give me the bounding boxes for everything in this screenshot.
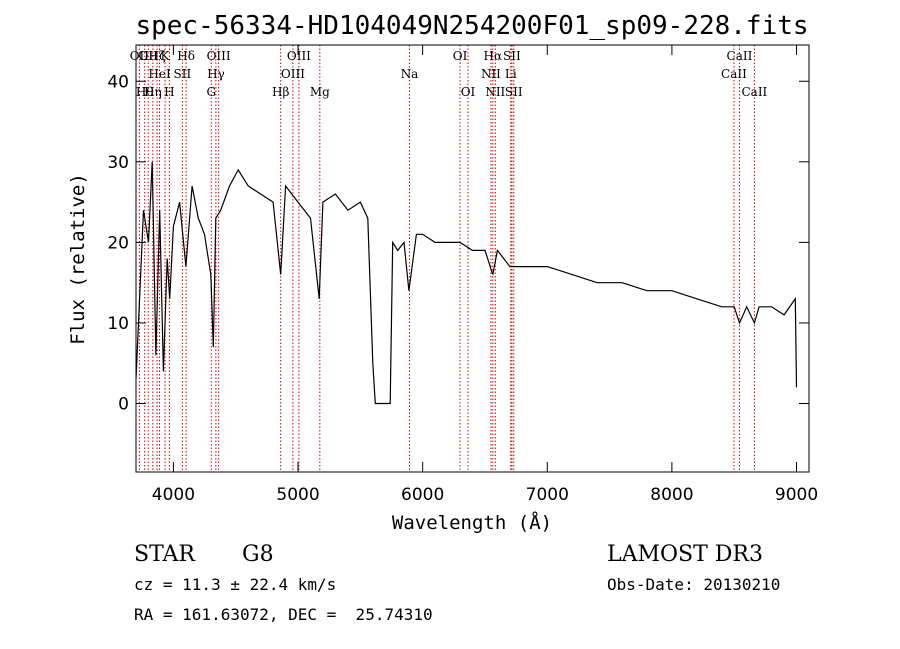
- spectrum-line: [135, 161, 798, 405]
- line-label: Mg: [310, 85, 330, 99]
- line-label: Hδ: [177, 49, 195, 63]
- x-tick-label: 5000: [276, 485, 319, 505]
- y-tick-label: 30: [107, 153, 129, 173]
- line-label: OIII: [281, 67, 305, 81]
- line-label: NII: [485, 85, 505, 99]
- line-label: K: [161, 49, 171, 63]
- x-axis-label: Wavelength (Å): [392, 511, 552, 534]
- y-axis-label: Flux (relative): [67, 173, 89, 345]
- line-label: OII: [130, 49, 150, 63]
- x-tick-label: 8000: [650, 485, 693, 505]
- line-label: OIII: [287, 49, 311, 63]
- line-label: OIII: [207, 49, 231, 63]
- chart-title: spec-56334-HD104049N254200F01_sp09-228.f…: [135, 11, 808, 41]
- spectral-line-labels: OIIHθOIIHηHζHeIKHSIIHδGHγOIIIHβOIIIOIIIM…: [130, 49, 768, 99]
- line-label: OI: [461, 85, 476, 99]
- x-axis-ticks: 4000 5000 6000 7000 8000 9000: [152, 45, 818, 505]
- y-tick-label: 40: [107, 72, 129, 92]
- line-label: Hγ: [207, 67, 225, 81]
- line-label: Hη: [144, 85, 162, 99]
- line-label: CaII: [727, 49, 753, 63]
- line-label: CaII: [721, 67, 747, 81]
- redshift-velocity: cz = 11.3 ± 22.4 km/s: [134, 575, 336, 594]
- line-label: SII: [174, 67, 192, 81]
- line-label: NII: [481, 67, 501, 81]
- x-tick-label: 4000: [152, 485, 195, 505]
- line-label: OI: [453, 49, 468, 63]
- object-class: STAR: [134, 542, 196, 567]
- y-tick-label: 0: [118, 395, 129, 415]
- y-tick-label: 10: [107, 314, 129, 334]
- line-label: H: [164, 85, 174, 99]
- line-label: Hζ: [149, 49, 166, 63]
- y-tick-label: 20: [107, 233, 129, 253]
- spectral-line-markers: [138, 45, 755, 472]
- x-tick-label: 9000: [775, 485, 818, 505]
- plot-frame: [135, 44, 810, 473]
- line-label: OII: [139, 49, 159, 63]
- line-label: Hθ: [136, 85, 154, 99]
- x-tick-label: 7000: [526, 485, 569, 505]
- x-tick-label: 6000: [401, 485, 444, 505]
- observation-date: Obs-Date: 20130210: [607, 575, 780, 594]
- coordinates: RA = 161.63072, DEC = 25.74310: [134, 605, 433, 624]
- subclass: G8: [242, 542, 274, 567]
- line-label: CaII: [741, 85, 767, 99]
- line-label: SII: [503, 49, 521, 63]
- survey-name: LAMOST DR3: [607, 542, 763, 567]
- line-label: HeI: [148, 67, 171, 81]
- line-label: Li: [505, 67, 517, 81]
- line-label: Hβ: [272, 85, 289, 99]
- line-label: SII: [505, 85, 523, 99]
- line-label: Hα: [484, 49, 503, 63]
- line-label: G: [206, 85, 216, 99]
- y-axis-ticks: 0 10 20 30 40: [107, 72, 809, 415]
- line-label: Na: [401, 67, 419, 81]
